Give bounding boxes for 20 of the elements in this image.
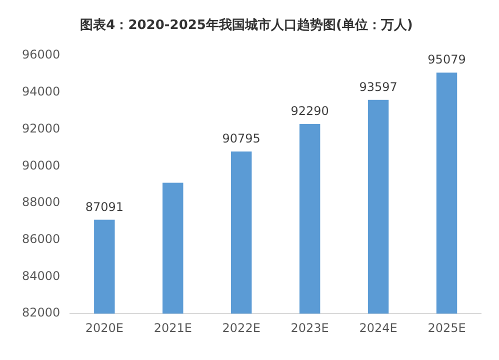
x-tick-label: 2023E [290, 320, 329, 335]
x-tick-label: 2025E [428, 320, 466, 335]
y-tick-label: 92000 [22, 121, 60, 136]
x-tick-label: 2024E [359, 320, 398, 335]
x-tick-label: 2020E [85, 320, 124, 335]
data-label: 95079 [428, 52, 466, 67]
y-tick-label: 82000 [22, 306, 60, 320]
y-tick-label: 86000 [22, 232, 60, 246]
data-label: 93597 [359, 80, 398, 94]
y-tick-label: 88000 [22, 195, 60, 210]
data-label: 92290 [290, 104, 329, 118]
y-tick-label: 96000 [22, 48, 60, 62]
x-tick-label: 2022E [222, 320, 260, 335]
y-tick-label: 94000 [22, 84, 60, 99]
y-tick-label: 90000 [22, 158, 60, 172]
data-label: 90795 [222, 132, 260, 146]
chart-title: 图表4：2020-2025年我国城市人口趋势图(单位：万人) [80, 17, 413, 34]
data-label: 87091 [85, 200, 124, 214]
x-tick-label: 2021E [154, 320, 192, 335]
y-tick-label: 84000 [22, 268, 60, 283]
